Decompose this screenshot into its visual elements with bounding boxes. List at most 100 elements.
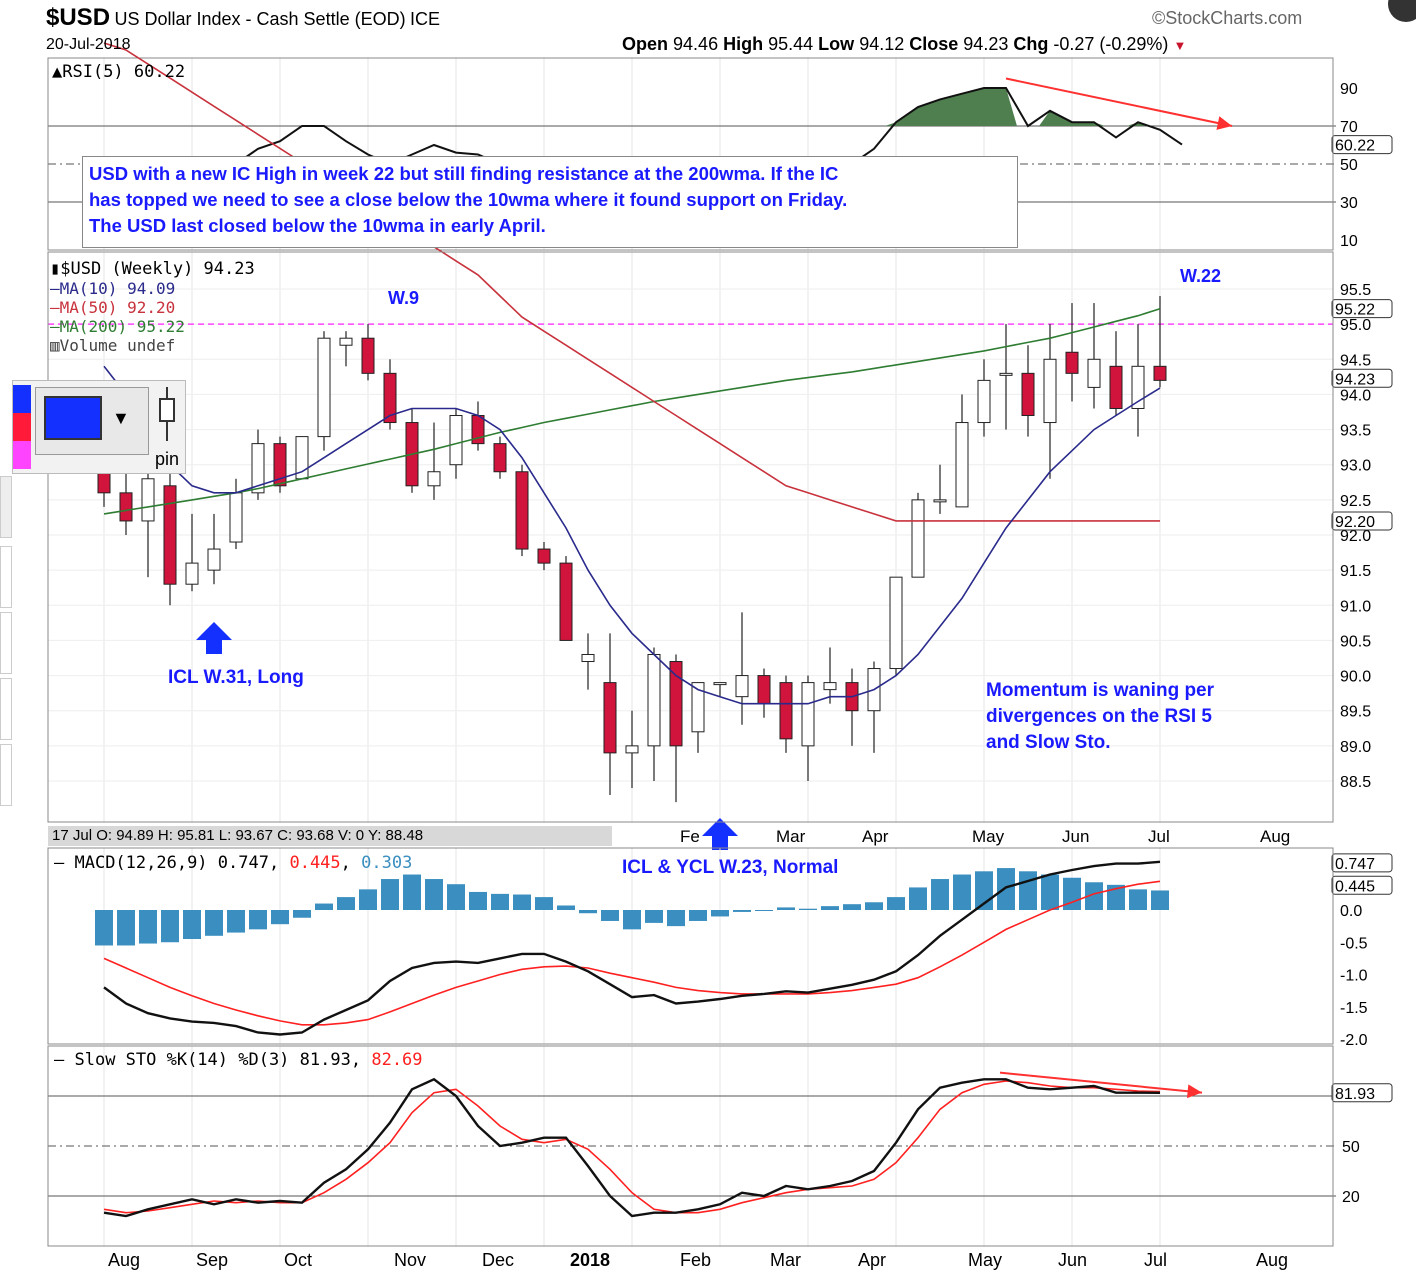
- rsi-tick-label: 30: [1340, 195, 1358, 212]
- price-legend-text: $USD (Weekly) 94.23: [60, 259, 255, 279]
- macd-hist-bar: [821, 906, 839, 910]
- side-tab-3[interactable]: [0, 612, 12, 674]
- candle: [119, 492, 133, 522]
- candle: [1087, 358, 1101, 388]
- macd-hist-bar: [601, 910, 619, 921]
- price-panel: 88.5 89.0 89.5 90.0 90.5 91.0 91.5 92.0 92.5 93.0…: [47, 42, 1393, 850]
- macd-hist-bar: [315, 903, 333, 910]
- macd-hist-bar: [249, 910, 267, 930]
- candle: [625, 745, 639, 754]
- candle: [669, 661, 683, 747]
- month-label: Mar: [770, 1250, 801, 1270]
- macd-hist-bar: [909, 887, 927, 910]
- ma200-legend-text: MA(200) 95.22: [59, 317, 185, 336]
- color-dropdown[interactable]: ▼: [35, 387, 149, 455]
- candle: [251, 443, 265, 494]
- price-legend: ▮$USD (Weekly) 94.23 —MA(10) 94.09 —MA(5…: [50, 259, 255, 355]
- ma50-legend: —MA(50) 92.20: [50, 298, 176, 317]
- rsi-legend-text: RSI(5) 60.22: [62, 62, 186, 82]
- macd-legend-hist: 0.303: [361, 853, 413, 873]
- macd-hist-bar: [755, 910, 773, 911]
- price-tick-label: 89.0: [1340, 739, 1371, 756]
- candle: [537, 548, 551, 564]
- macd-hist-bar: [293, 910, 311, 918]
- sto-legend-d: 82.69: [371, 1050, 423, 1070]
- macd-hist-bar: [711, 910, 729, 917]
- candle: [427, 471, 441, 487]
- macd-hist-bar: [535, 897, 553, 910]
- candle-icon: ▮: [50, 259, 61, 279]
- macd-tick-label: -2.0: [1340, 1032, 1368, 1049]
- month-label: May: [968, 1250, 1002, 1270]
- sto-legend-k: 81.93: [299, 1050, 351, 1070]
- ma50-last-label-box: [1331, 511, 1393, 531]
- chg-down-icon: ▼: [1173, 38, 1187, 53]
- macd-hist-bar: [139, 910, 157, 944]
- sto-last-label: 81.93: [1335, 1086, 1375, 1103]
- macd-hist-bar: [205, 910, 223, 936]
- side-tab-4[interactable]: [0, 678, 12, 740]
- macd-hist-bar: [865, 902, 883, 910]
- note-line-2: has topped we need to see a close below …: [89, 189, 848, 210]
- candle: [493, 443, 507, 473]
- swatch-magenta[interactable]: [13, 441, 31, 469]
- price-tick-label: 92.5: [1340, 493, 1371, 510]
- price-legend-main: ▮$USD (Weekly) 94.23: [50, 259, 255, 279]
- chevron-down-icon[interactable]: ▼: [112, 408, 130, 428]
- macd-hist-bar: [403, 874, 421, 910]
- candle: [141, 478, 155, 522]
- candle: [449, 415, 463, 466]
- candle: [185, 562, 199, 585]
- candle: [779, 682, 793, 740]
- price-tick-label: 89.5: [1340, 704, 1371, 721]
- color-swatches[interactable]: [13, 381, 31, 473]
- macd-hist-bar: [381, 879, 399, 910]
- candle: [559, 562, 573, 641]
- candle: [515, 471, 529, 550]
- open-label: Open: [622, 34, 669, 54]
- close-value: 94.23: [963, 34, 1009, 54]
- macd-hist-bar: [447, 884, 465, 910]
- sto-divergence-arrow: [999, 1071, 1203, 1094]
- swatch-red[interactable]: [13, 413, 31, 441]
- month-label: 2018: [570, 1250, 610, 1270]
- pin-button[interactable]: pin: [155, 385, 185, 469]
- sto-d-line: [103, 1080, 1161, 1214]
- close-icon[interactable]: [1388, 0, 1416, 22]
- pin-label: pin: [155, 449, 180, 469]
- momentum-line-3: and Slow Sto.: [986, 732, 1111, 753]
- color-picker-widget[interactable]: ▼ pin: [12, 380, 186, 474]
- month-label: Aug: [108, 1250, 140, 1270]
- sto-last-label-box: [1331, 1083, 1393, 1103]
- macd-hist-bar: [425, 879, 443, 910]
- month-label: Nov: [394, 1250, 426, 1270]
- macd-signal-last-label-box: [1331, 875, 1393, 895]
- candle: [383, 372, 397, 424]
- sto-divergence-arrow-head: [1186, 1084, 1202, 1099]
- side-tab-1[interactable]: [0, 476, 12, 538]
- macd-hist-bar: [997, 868, 1015, 910]
- brand-logo[interactable]: ©StockCharts.com: [1152, 8, 1303, 28]
- macd-hist-bar: [117, 910, 135, 946]
- side-tab-2[interactable]: [0, 546, 12, 608]
- candle: [977, 379, 991, 424]
- side-tab-5[interactable]: [0, 744, 12, 806]
- macd-hist-bar: [95, 910, 113, 946]
- rsi-tick-label: 50: [1340, 157, 1358, 174]
- macd-signal-last-label: 0.445: [1335, 878, 1375, 895]
- macd-hist-bar: [623, 910, 641, 930]
- chg-value: -0.27 (-0.29%): [1053, 34, 1169, 54]
- left-side-tabs[interactable]: [0, 476, 12, 810]
- macd-legend: — MACD(12,26,9) 0.747, 0.445, 0.303: [54, 853, 413, 873]
- symbol: $USD: [46, 4, 111, 31]
- icl-ycl-arrow-icon: [702, 818, 738, 850]
- volume-legend: ▥Volume undef: [50, 336, 255, 355]
- macd-legend-signal: 0.445: [289, 853, 341, 873]
- rsi-last-label: 60.22: [1335, 138, 1375, 155]
- volume-legend-text: Volume undef: [59, 336, 176, 355]
- macd-hist-bar: [513, 894, 531, 910]
- macd-hist-bar: [227, 910, 245, 933]
- open-value: 94.46: [673, 34, 719, 54]
- swatch-blue[interactable]: [13, 385, 31, 413]
